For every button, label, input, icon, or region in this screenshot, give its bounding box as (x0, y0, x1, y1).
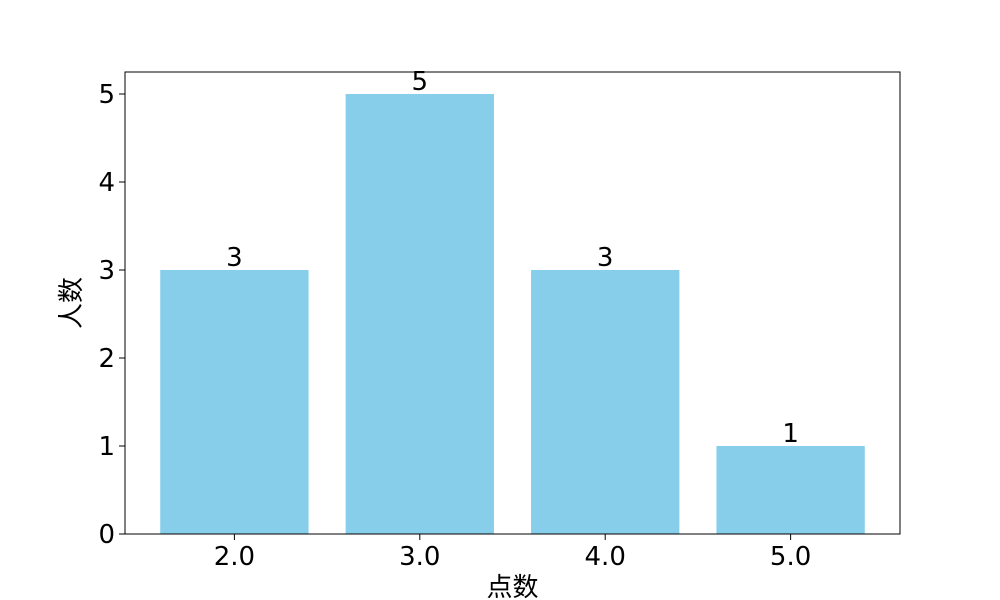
y-axis: 0 1 2 3 4 5 (98, 80, 125, 550)
bar-3.0 (345, 94, 494, 534)
bar-5.0 (716, 446, 865, 534)
bar-4.0 (531, 270, 680, 534)
x-tick-label: 4.0 (585, 542, 626, 572)
y-tick-label: 0 (98, 520, 115, 550)
x-axis-title: 点数 (486, 573, 538, 600)
y-axis-title: 人数 (57, 277, 87, 329)
y-tick-label: 2 (98, 344, 115, 374)
x-tick-label: 2.0 (214, 542, 255, 572)
plot-frame (124, 71, 901, 535)
y-tick-label: 5 (98, 80, 115, 110)
data-labels: 3 5 3 1 (226, 67, 799, 449)
y-tick-label: 1 (98, 432, 115, 462)
data-label: 3 (226, 243, 243, 273)
data-label: 3 (597, 243, 614, 273)
bars (160, 94, 865, 534)
data-label: 1 (782, 419, 799, 449)
y-tick-label: 4 (98, 168, 115, 198)
data-label: 5 (412, 67, 429, 97)
x-tick-label: 5.0 (770, 542, 811, 572)
bar-2.0 (160, 270, 309, 534)
x-tick-label: 3.0 (399, 542, 440, 572)
x-axis: 2.0 3.0 4.0 5.0 (214, 534, 811, 572)
y-tick-label: 3 (98, 256, 115, 286)
